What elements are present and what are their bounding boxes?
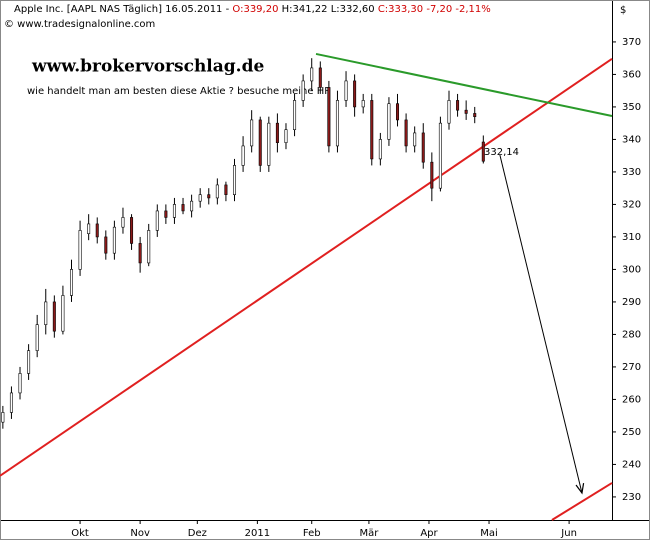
candle-body bbox=[464, 109, 468, 114]
x-tick-label: Feb bbox=[303, 528, 321, 539]
y-tick-label: 370 bbox=[622, 37, 641, 48]
candle-body bbox=[456, 100, 460, 111]
candle-body bbox=[438, 122, 442, 189]
candle-body bbox=[258, 119, 262, 166]
annotation: 332,14 bbox=[484, 147, 519, 158]
candle-body bbox=[284, 129, 288, 143]
trend-line bbox=[551, 482, 613, 521]
candle-body bbox=[310, 67, 314, 82]
candle-body bbox=[267, 122, 271, 166]
candle-body bbox=[164, 210, 168, 218]
candle-body bbox=[112, 226, 116, 254]
subtitle: wie handelt man am besten diese Aktie ? … bbox=[27, 86, 330, 97]
candle-body bbox=[413, 132, 417, 147]
candle-body bbox=[207, 194, 211, 199]
y-tick-label: 300 bbox=[622, 264, 641, 275]
candle-body bbox=[1, 412, 5, 423]
y-tick-label: 260 bbox=[622, 394, 641, 405]
y-unit: $ bbox=[620, 5, 626, 16]
candle-body bbox=[172, 204, 176, 218]
candle-body bbox=[69, 269, 73, 296]
candle-body bbox=[447, 100, 451, 124]
candle-body bbox=[198, 194, 202, 202]
watermark: www.brokervorschlag.de bbox=[31, 57, 264, 77]
candle-body bbox=[370, 100, 374, 160]
y-tick-label: 230 bbox=[622, 492, 641, 503]
candle-body bbox=[95, 223, 99, 238]
candle-body bbox=[181, 204, 185, 212]
header-name: Apple Inc. [AAPL NAS Täglich] 16.05.2011… bbox=[14, 4, 232, 15]
y-tick-label: 270 bbox=[622, 362, 641, 373]
candle-body bbox=[52, 301, 56, 332]
candle-body bbox=[9, 392, 13, 413]
y-tick-label: 240 bbox=[622, 459, 641, 470]
candle-body bbox=[318, 67, 322, 88]
candle-body bbox=[396, 103, 400, 121]
y-tick-label: 330 bbox=[622, 167, 641, 178]
x-tick-label: 2011 bbox=[245, 528, 270, 539]
candle-body bbox=[104, 236, 108, 254]
x-tick-label: Mär bbox=[359, 528, 379, 539]
y-tick-label: 250 bbox=[622, 427, 641, 438]
x-tick-label: Dez bbox=[188, 528, 207, 539]
candle-body bbox=[335, 100, 339, 147]
y-tick-label: 360 bbox=[622, 69, 641, 80]
header-close: C:333,30 -7,20 -2,11% bbox=[378, 4, 491, 15]
candle-body bbox=[378, 139, 382, 160]
header-open: O:339,20 bbox=[232, 4, 278, 15]
candle-body bbox=[301, 80, 305, 101]
candle-body bbox=[44, 301, 48, 325]
candle-body bbox=[61, 295, 65, 332]
candle-body bbox=[155, 210, 159, 231]
header-highlow: H:341,22 L:332,60 bbox=[278, 4, 377, 15]
x-tick-label: Nov bbox=[130, 528, 150, 539]
y-tick-label: 320 bbox=[622, 199, 641, 210]
candle-body bbox=[87, 223, 91, 234]
candle-body bbox=[18, 373, 22, 394]
y-tick-label: 340 bbox=[622, 134, 641, 145]
y-tick-label: 350 bbox=[622, 102, 641, 113]
candle-body bbox=[353, 80, 357, 108]
candle-body bbox=[147, 230, 151, 264]
candle-body bbox=[361, 100, 365, 108]
trend-line bbox=[0, 57, 613, 477]
candle-body bbox=[121, 217, 125, 228]
candle-body bbox=[327, 87, 331, 147]
x-tick-label: Okt bbox=[71, 528, 89, 539]
x-tick-label: Jun bbox=[560, 528, 577, 539]
y-tick-label: 280 bbox=[622, 329, 641, 340]
y-tick-label: 310 bbox=[622, 232, 641, 243]
candle-body bbox=[190, 200, 194, 212]
candle-body bbox=[250, 119, 254, 147]
candle-body bbox=[35, 324, 39, 351]
candle-body bbox=[233, 165, 237, 195]
candle-body bbox=[27, 350, 31, 374]
candle-body bbox=[130, 217, 134, 244]
x-tick-label: Mai bbox=[480, 528, 498, 539]
candle-body bbox=[344, 80, 348, 101]
header: Apple Inc. [AAPL NAS Täglich] 16.05.2011… bbox=[14, 4, 491, 15]
candle-body bbox=[241, 145, 245, 166]
candle-body bbox=[473, 113, 477, 117]
trend-line bbox=[315, 52, 613, 118]
candle-body bbox=[293, 100, 297, 130]
candle-body bbox=[224, 184, 228, 195]
source: © www.tradesignalonline.com bbox=[4, 19, 155, 30]
trend-line bbox=[499, 154, 583, 494]
candle-body bbox=[215, 184, 219, 199]
candle-body bbox=[78, 230, 82, 270]
y-tick-label: 290 bbox=[622, 297, 641, 308]
candle-body bbox=[430, 161, 434, 189]
candle-body bbox=[138, 243, 142, 264]
x-tick-label: Apr bbox=[420, 528, 438, 539]
candle-body bbox=[481, 141, 485, 162]
candle-body bbox=[275, 122, 279, 143]
candle-body bbox=[404, 119, 408, 147]
candle-body bbox=[421, 132, 425, 163]
arrow-head bbox=[575, 483, 585, 495]
candle-body bbox=[387, 103, 391, 140]
